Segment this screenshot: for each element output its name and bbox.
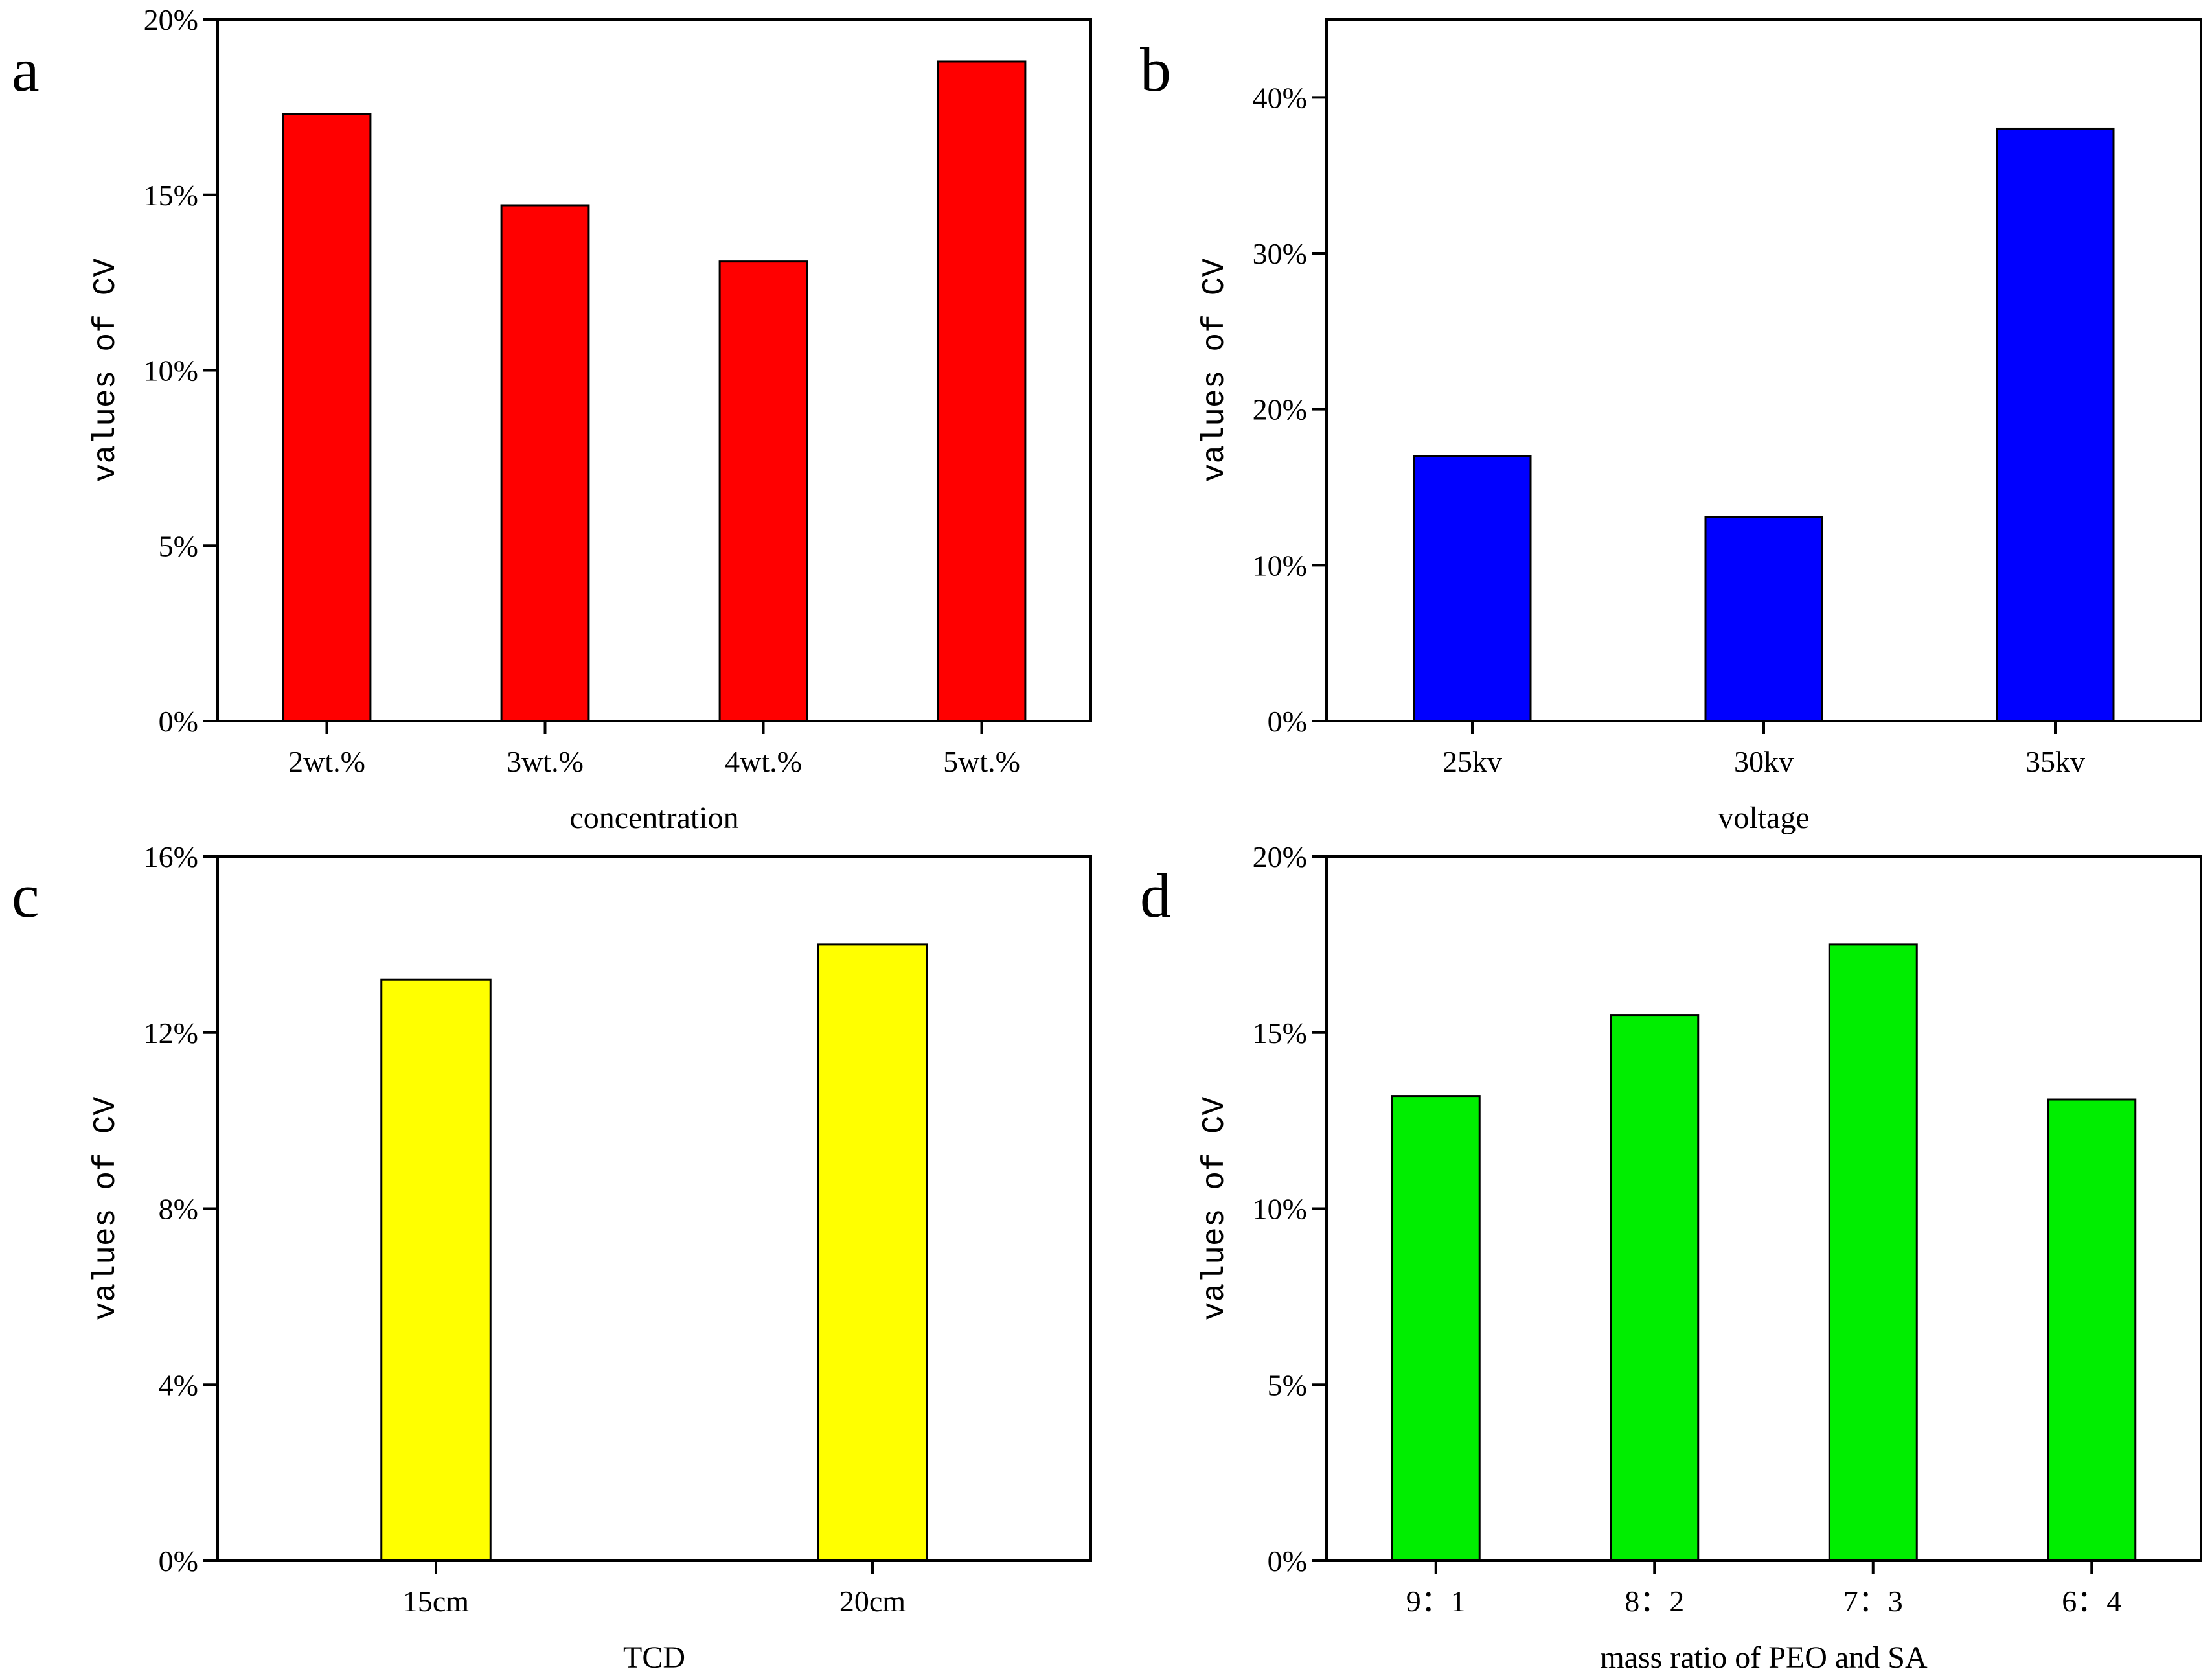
x-axis-title: mass ratio of PEO and SA: [1600, 1640, 1928, 1675]
y-tick-label: 8%: [159, 1193, 198, 1226]
y-tick-label: 10%: [1253, 549, 1307, 582]
y-tick-label: 15%: [1253, 1017, 1307, 1050]
bar-a-2: [500, 204, 590, 722]
x-tick-label: 9：1: [1406, 1585, 1466, 1618]
y-tick-label: 0%: [1268, 705, 1307, 738]
x-axis-title: concentration: [569, 801, 738, 835]
panel-letter: d: [1140, 861, 1171, 930]
y-tick-label: 10%: [1253, 1193, 1307, 1226]
x-axis-title: voltage: [1718, 801, 1809, 835]
bar-a-4: [937, 60, 1027, 722]
x-tick-label: 5wt.%: [943, 745, 1020, 778]
y-tick-label: 5%: [1268, 1368, 1307, 1401]
bar-d-4: [2047, 1098, 2137, 1562]
x-tick-label: 15cm: [403, 1585, 469, 1618]
bar-c-2: [817, 943, 928, 1562]
bar-b-1: [1413, 455, 1532, 722]
panel-letter: b: [1140, 35, 1171, 104]
panel-letter: c: [12, 861, 40, 930]
y-tick-label: 0%: [159, 705, 198, 738]
y-axis-title: values of CV: [1198, 258, 1233, 482]
bar-b-3: [1996, 127, 2115, 722]
bar-c-1: [380, 978, 492, 1562]
panel-b: b 0% 10% 20% 30% 40% 25kv 30kv 35kv voltage values…: [1140, 18, 2202, 835]
panel-d: d 0% 5% 10% 15% 20% 9：1 8：2 7：3 6：4 mass ratio of …: [1140, 840, 2202, 1675]
y-tick-label: 16%: [144, 840, 198, 873]
y-tick-label: 4%: [159, 1368, 198, 1401]
x-tick-label: 20cm: [839, 1585, 906, 1618]
bar-b-2: [1704, 516, 1823, 722]
y-axis-title: values of CV: [89, 258, 124, 482]
bar-d-1: [1391, 1095, 1481, 1562]
y-tick-label: 30%: [1253, 237, 1307, 270]
x-tick-label: 30kv: [1734, 745, 1794, 778]
y-tick-label: 20%: [144, 3, 198, 36]
x-tick-label: 25kv: [1442, 745, 1502, 778]
bar-d-3: [1828, 943, 1918, 1562]
y-tick-label: 15%: [144, 179, 198, 212]
bar-a-1: [282, 113, 372, 722]
y-axis-title: values of CV: [1198, 1096, 1233, 1320]
panel-c: c 0% 4% 8% 12% 16% 15cm 20cm TCD values of CV: [12, 840, 1092, 1675]
y-tick-label: 20%: [1253, 393, 1307, 426]
y-tick-label: 10%: [144, 354, 198, 387]
x-axis-title: TCD: [623, 1640, 685, 1675]
x-tick-label: 6：4: [2062, 1585, 2121, 1618]
y-tick-label: 20%: [1253, 840, 1307, 873]
y-tick-label: 12%: [144, 1017, 198, 1050]
plot-frame: [216, 855, 1092, 1562]
panel-letter: a: [12, 35, 40, 104]
y-axis-title: values of CV: [89, 1096, 124, 1320]
y-tick-label: 5%: [159, 529, 198, 562]
panel-a: a 0% 5% 10% 15% 20% 2wt.% 3wt.% 4wt.% 5wt.% concen…: [12, 3, 1092, 835]
y-tick-label: 40%: [1253, 81, 1307, 114]
x-tick-label: 8：2: [1625, 1585, 1684, 1618]
x-tick-label: 4wt.%: [725, 745, 802, 778]
bar-d-2: [1610, 1014, 1700, 1562]
x-tick-label: 35kv: [2025, 745, 2085, 778]
y-tick-label: 0%: [1268, 1545, 1307, 1578]
bar-a-3: [718, 260, 808, 722]
x-tick-label: 3wt.%: [507, 745, 584, 778]
x-tick-label: 2wt.%: [288, 745, 365, 778]
x-tick-label: 7：3: [1843, 1585, 1903, 1618]
y-tick-label: 0%: [159, 1545, 198, 1578]
